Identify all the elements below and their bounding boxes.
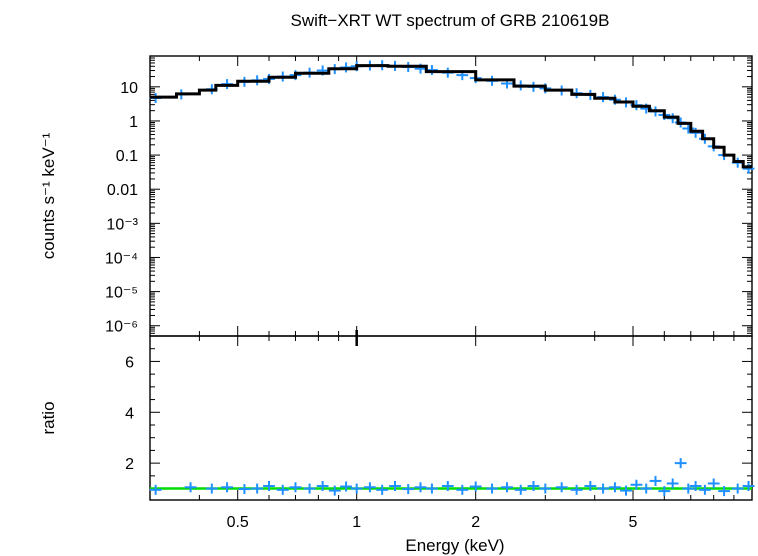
spectrum-y-tick-label: 0.01	[107, 182, 138, 199]
ratio-data-point	[609, 482, 621, 493]
spectrum-y-tick-label: 1	[129, 114, 138, 131]
ratio-panel: 2 4 6 0.5 1 2 5 ratio Energy (keV)	[39, 330, 755, 555]
ratio-data-point	[376, 484, 389, 495]
x-axis-label: Energy (keV)	[405, 536, 504, 555]
ratio-data-point	[263, 481, 275, 492]
ratio-data-point	[640, 483, 653, 494]
spectrum-model-line	[150, 64, 752, 169]
ratio-data-point	[456, 484, 469, 495]
ratio-data-point	[328, 485, 341, 496]
ratio-ticks	[149, 330, 753, 500]
ratio-data-point	[682, 483, 695, 494]
ratio-data-point	[707, 478, 720, 489]
ratio-data-point	[340, 481, 352, 492]
spectrum-panel: 10 1 0.1 0.01 10⁻³ 10⁻⁴ 10⁻⁵ 10⁻⁶ counts s⁻¹ ke…	[39, 55, 755, 337]
ratio-data-point	[149, 484, 162, 495]
ratio-data-point	[426, 483, 438, 494]
ratio-data-point	[184, 482, 197, 493]
ratio-data-point	[486, 483, 498, 494]
chart-title: Swift−XRT WT spectrum of GRB 210619B	[291, 11, 610, 30]
ratio-data-point	[630, 479, 643, 490]
ratio-data-point	[205, 483, 218, 494]
ratio-data-point	[251, 483, 264, 494]
ratio-data-point	[402, 484, 415, 495]
ratio-data-point	[527, 481, 540, 492]
ratio-y-tick-label: 6	[125, 354, 134, 371]
ratio-data-point	[620, 485, 632, 496]
spectrum-ticks	[149, 55, 753, 337]
x-tick-label: 2	[471, 514, 480, 531]
ratio-data-point	[501, 482, 513, 493]
spectrum-data-point	[426, 65, 438, 76]
ratio-plot-frame	[149, 335, 753, 501]
ratio-data-point	[584, 481, 597, 492]
ratio-y-tick-labels: 2 4 6	[125, 354, 134, 473]
spectrum-y-axis-label: counts s⁻¹ keV⁻¹	[39, 132, 58, 259]
ratio-data-point	[414, 482, 427, 493]
ratio-data-point	[539, 483, 552, 494]
ratio-data-point	[316, 481, 329, 492]
ratio-data-point	[742, 481, 755, 492]
ratio-data-point	[469, 481, 482, 492]
ratio-data-point	[674, 458, 687, 469]
ratio-data-point	[718, 486, 731, 497]
ratio-data-point	[514, 484, 527, 495]
spectrum-y-tick-label: 10⁻³	[106, 216, 138, 233]
spectrum-y-tick-labels: 10 1 0.1 0.01 10⁻³ 10⁻⁴ 10⁻⁵ 10⁻⁶	[105, 80, 139, 336]
spectrum-data-point	[689, 127, 702, 138]
ratio-data-point	[698, 484, 711, 495]
ratio-data-point	[221, 482, 233, 493]
ratio-y-tick-label: 4	[125, 405, 134, 422]
spectrum-plot-frame	[149, 55, 753, 337]
ratio-data-point	[731, 483, 744, 494]
ratio-data-point	[350, 483, 363, 494]
ratio-data-point	[689, 481, 702, 492]
spectrum-y-tick-label: 10⁻⁴	[105, 250, 138, 267]
ratio-data-point	[303, 483, 316, 494]
ratio-data-point	[649, 475, 662, 486]
ratio-data-point	[597, 483, 609, 494]
x-tick-labels: 0.5 1 2 5	[227, 514, 638, 531]
spectrum-y-tick-label: 10	[120, 80, 138, 97]
ratio-data-point	[289, 482, 302, 493]
spectrum-y-tick-label: 10⁻⁶	[105, 319, 138, 336]
spectrum-y-tick-label: 10⁻⁵	[105, 285, 138, 302]
ratio-data-point	[238, 484, 251, 495]
x-tick-label: 5	[629, 514, 638, 531]
spectrum-y-tick-label: 0.1	[116, 148, 138, 165]
ratio-data-point	[389, 481, 401, 492]
ratio-data-point	[276, 484, 289, 495]
ratio-data-point	[570, 484, 583, 495]
ratio-y-tick-label: 2	[125, 456, 134, 473]
ratio-data-point	[364, 482, 376, 493]
spectrum-data-point	[742, 163, 755, 174]
ratio-data-point	[555, 482, 568, 493]
ratio-y-axis-label: ratio	[39, 401, 58, 434]
ratio-data-point	[666, 478, 679, 489]
x-tick-label: 0.5	[227, 514, 249, 531]
ratio-data-points	[149, 458, 755, 497]
ratio-data-point	[441, 481, 454, 492]
x-tick-label: 1	[352, 514, 361, 531]
ratio-data-point	[658, 486, 671, 497]
